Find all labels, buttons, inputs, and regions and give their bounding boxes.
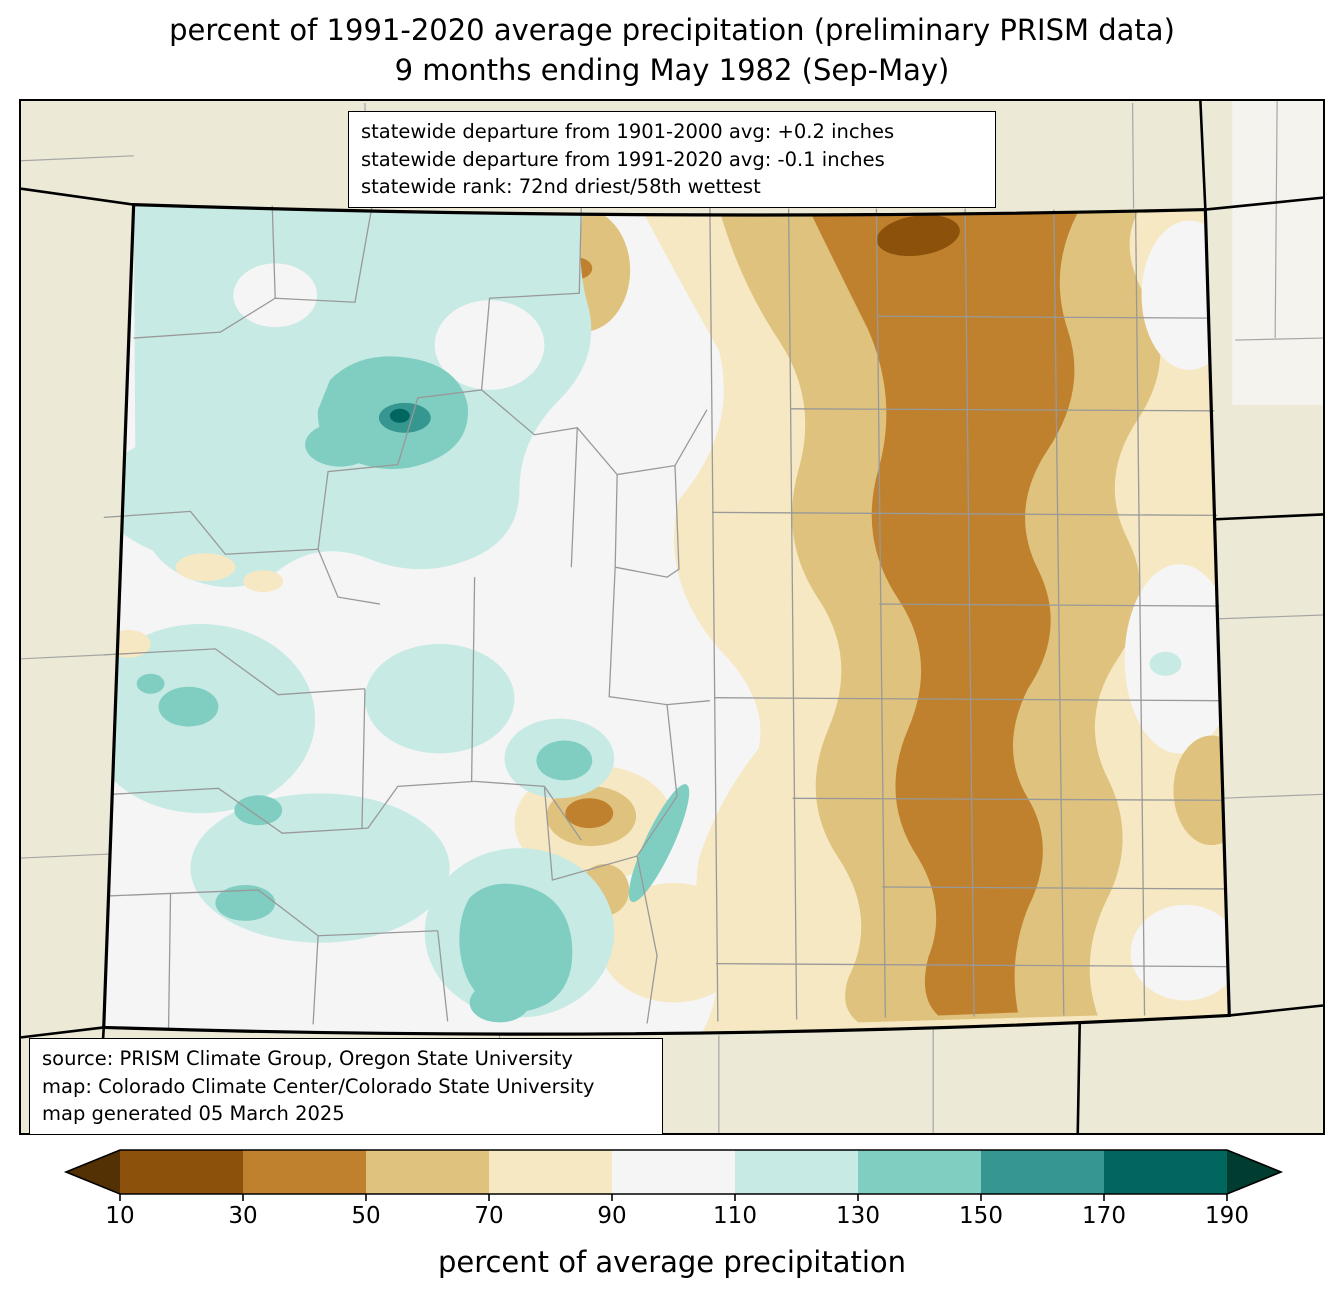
colorbar-left-arrow bbox=[66, 1150, 120, 1194]
colorbar-tick-90: 90 bbox=[597, 1203, 627, 1229]
colorbar-tick-10: 10 bbox=[105, 1203, 135, 1229]
source-line-2: map: Colorado Climate Center/Colorado St… bbox=[42, 1074, 595, 1098]
center-south-brown-dot bbox=[565, 798, 614, 829]
colorado-state-border bbox=[102, 202, 1231, 1036]
colorbar-tick-70: 70 bbox=[474, 1203, 504, 1229]
nw-wet-core-lobe bbox=[305, 422, 375, 467]
source-attribution-box: source: PRISM Climate Group, Oregon Stat… bbox=[29, 1038, 663, 1136]
stats-line-2: statewide departure from 1991-2020 avg: … bbox=[361, 147, 885, 171]
colorbar-segment bbox=[612, 1150, 735, 1194]
colorbar-segment bbox=[366, 1150, 489, 1194]
colorbar-tick-150: 150 bbox=[959, 1203, 1003, 1229]
colorbar-tick-190: 190 bbox=[1205, 1203, 1249, 1229]
west-tan-dot bbox=[243, 570, 284, 593]
south-central-wet-core bbox=[459, 883, 573, 1012]
colorbar-segment bbox=[243, 1150, 366, 1194]
colorbar-tick-30: 30 bbox=[228, 1203, 258, 1229]
colorbar-tick-marks bbox=[119, 1194, 1228, 1201]
page-title: percent of 1991-2020 average precipitati… bbox=[0, 10, 1344, 90]
map-frame bbox=[19, 99, 1325, 1135]
colorbar-segment bbox=[735, 1150, 858, 1194]
colorbar-tick-130: 130 bbox=[836, 1203, 880, 1229]
colorbar-gradient bbox=[63, 1149, 1284, 1201]
county-boundaries bbox=[103, 205, 1227, 1029]
colorbar-segment bbox=[120, 1150, 243, 1194]
colorbar-segment bbox=[1104, 1150, 1227, 1194]
source-line-3: map generated 05 March 2025 bbox=[42, 1102, 345, 1126]
sangre-ridge-wet-sliver bbox=[628, 784, 690, 903]
source-line-1: source: PRISM Climate Group, Oregon Stat… bbox=[42, 1047, 573, 1070]
west-tan-dot bbox=[175, 553, 236, 582]
center-south-wet-core bbox=[536, 740, 593, 781]
colorbar-tick-110: 110 bbox=[713, 1203, 757, 1229]
region-driest-core bbox=[876, 214, 960, 257]
sw-wet-core bbox=[136, 673, 165, 694]
east-border-normal-patch bbox=[1130, 904, 1230, 1001]
colorbar-axis-label: percent of average precipitation bbox=[437, 1245, 907, 1279]
sw-wet-core bbox=[158, 686, 219, 727]
title-line-2: 9 months ending May 1982 (Sep-May) bbox=[394, 53, 950, 88]
stats-line-1: statewide departure from 1901-2000 avg: … bbox=[361, 120, 895, 143]
colorbar bbox=[0, 1146, 1344, 1204]
west-teal-blob bbox=[103, 424, 360, 565]
precipitation-regions bbox=[103, 204, 1230, 1035]
colorbar-segment bbox=[858, 1150, 981, 1194]
colorbar-right-arrow bbox=[1227, 1150, 1281, 1194]
west-teal-blob bbox=[364, 643, 515, 754]
nw-wet-core-170-190 bbox=[389, 408, 410, 423]
sw-wet-core bbox=[234, 795, 283, 826]
colorbar-segment bbox=[981, 1150, 1104, 1194]
colorado-precipitation-map bbox=[21, 101, 1323, 1133]
southeast-corner-tan bbox=[1173, 735, 1230, 846]
south-valley-tan bbox=[599, 882, 749, 1003]
southwest-teal-blob bbox=[190, 793, 450, 943]
colorbar-tick-170: 170 bbox=[1082, 1203, 1126, 1229]
nw-normal-hole bbox=[434, 300, 545, 390]
east-teal-dot bbox=[1149, 651, 1182, 676]
colorbar-segment bbox=[489, 1150, 612, 1194]
statewide-stats-box: statewide departure from 1901-2000 avg: … bbox=[348, 111, 996, 209]
title-line-1: percent of 1991-2020 average precipitati… bbox=[169, 13, 1175, 47]
outside-white-patch bbox=[1232, 101, 1323, 405]
sw-wet-core bbox=[215, 884, 276, 921]
stats-line-3: statewide rank: 72nd driest/58th wettest bbox=[361, 175, 761, 199]
south-central-wet-tail bbox=[469, 982, 530, 1023]
colorbar-tick-50: 50 bbox=[351, 1203, 381, 1229]
